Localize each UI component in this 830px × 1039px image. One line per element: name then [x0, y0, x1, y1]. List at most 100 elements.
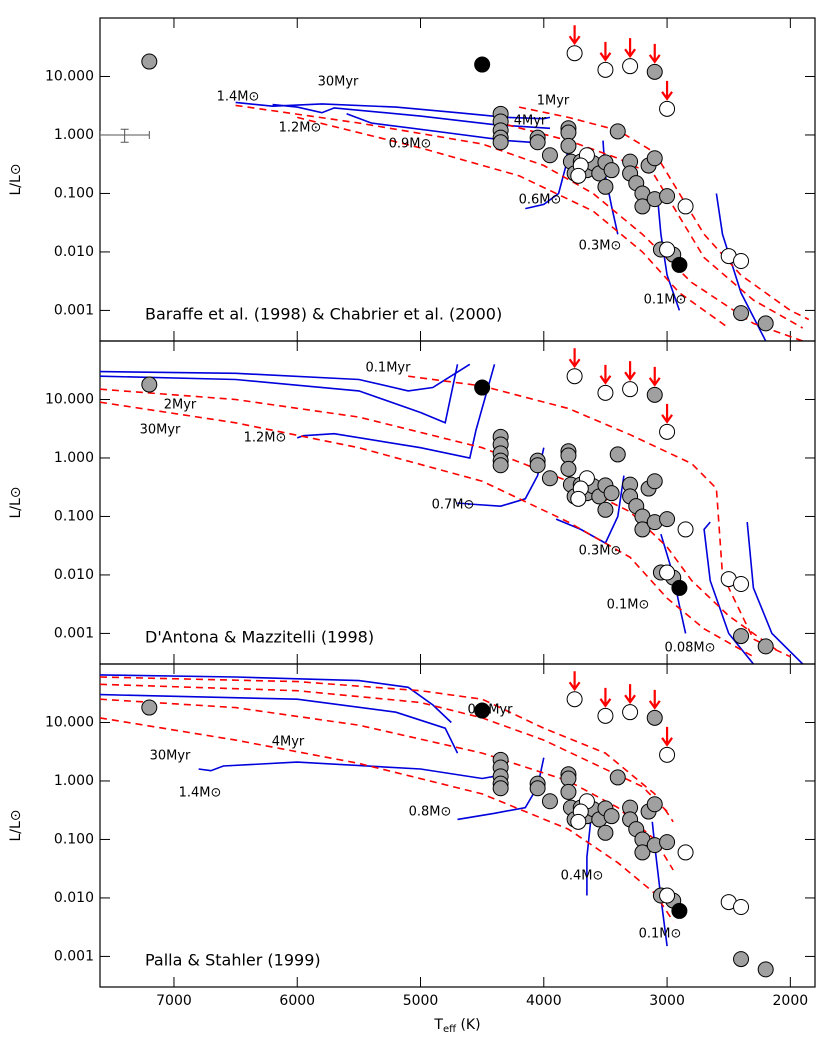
star	[597, 707, 614, 724]
x-label-sub: eff	[443, 1024, 457, 1035]
star	[560, 783, 577, 800]
upper-limit-arrow	[648, 366, 661, 387]
y-axis-label: L/L⊙	[8, 486, 24, 518]
series-label: 30Myr	[318, 75, 359, 90]
star	[634, 844, 651, 861]
series-label: 0.8M⊙	[409, 805, 452, 820]
upper-limit-arrow	[661, 80, 673, 101]
star	[659, 241, 676, 258]
upper-limit-arrow	[624, 38, 636, 59]
series-label: 1Myr	[537, 94, 570, 109]
y-tick-label: 0.100	[54, 185, 94, 201]
plot-frame	[99, 17, 816, 342]
upper-limit-arrow	[568, 348, 581, 369]
series-label: 4Myr	[514, 114, 547, 129]
x-tick-label: 4000	[526, 993, 562, 1009]
star	[560, 770, 577, 787]
isochrone	[235, 104, 803, 341]
star	[659, 746, 676, 763]
series-label: 30Myr	[150, 749, 191, 764]
upper-limit-arrow	[568, 671, 581, 692]
star	[492, 780, 509, 797]
track	[100, 364, 459, 424]
star	[570, 490, 587, 507]
track	[100, 674, 452, 724]
series-label: 1.4M⊙	[217, 90, 260, 105]
star	[659, 887, 676, 904]
y-tick-label: 10.000	[45, 391, 94, 407]
track	[651, 821, 668, 947]
star	[733, 305, 750, 322]
upper-limit-arrow	[599, 41, 612, 62]
x-label-rest: (K)	[456, 1017, 481, 1033]
y-tick-label: 0.001	[54, 625, 94, 641]
star	[634, 521, 651, 538]
star	[733, 898, 750, 915]
upper-limit-arrow	[648, 689, 661, 710]
y-tick-label: 1.000	[54, 450, 94, 466]
star	[634, 198, 651, 215]
x-tick-label: 5000	[403, 993, 439, 1009]
track	[100, 693, 459, 754]
y-tick-label: 0.010	[54, 890, 94, 906]
star	[560, 124, 577, 141]
star	[757, 315, 774, 332]
star	[474, 379, 491, 396]
track	[715, 193, 767, 341]
series-label: 4Myr	[272, 735, 305, 750]
star	[141, 699, 158, 716]
star	[757, 961, 774, 978]
star	[659, 188, 676, 205]
star	[622, 58, 639, 75]
series-label: 2Myr	[164, 398, 197, 413]
x-tick-label: 3000	[649, 993, 685, 1009]
star	[659, 423, 676, 440]
star	[141, 376, 158, 393]
panel-title: Baraffe et al. (1998) & Chabrier et al. …	[145, 305, 502, 324]
star	[541, 470, 558, 487]
plot-area	[100, 25, 810, 341]
star	[603, 808, 620, 825]
isochrone	[408, 375, 791, 658]
star	[529, 457, 546, 474]
star	[560, 137, 577, 154]
series-label: 1.2M⊙	[244, 431, 287, 446]
isochrone	[100, 698, 674, 871]
x-tick-label: 2000	[773, 993, 809, 1009]
star	[646, 63, 663, 80]
star	[659, 511, 676, 528]
star	[646, 150, 663, 167]
upper-limit-arrow	[661, 726, 673, 747]
isochrone	[100, 717, 674, 922]
series-label: 0.4M⊙	[561, 869, 604, 884]
x-axis-label: Teff (K)	[433, 1017, 480, 1035]
star	[566, 691, 583, 708]
x-tick-label: 6000	[279, 993, 315, 1009]
star	[733, 628, 750, 645]
series-label: 30Myr	[140, 423, 181, 438]
y-tick-label: 0.001	[54, 302, 94, 318]
star	[597, 61, 614, 78]
track	[703, 521, 755, 664]
plot-frame	[99, 663, 816, 988]
series-label: 0.1Myr	[366, 361, 412, 376]
star	[603, 485, 620, 502]
star	[677, 844, 694, 861]
star	[609, 769, 626, 786]
star	[597, 178, 614, 195]
star	[560, 460, 577, 477]
series-label: 0.7M⊙	[432, 498, 475, 513]
star	[474, 56, 491, 73]
y-tick-label: 1.000	[54, 773, 94, 789]
star	[677, 198, 694, 215]
isochrone	[100, 683, 668, 813]
track	[746, 522, 804, 664]
star	[597, 384, 614, 401]
upper-limit-arrow	[661, 403, 673, 424]
y-tick-label: 10.000	[45, 714, 94, 730]
star	[529, 134, 546, 151]
star	[659, 834, 676, 851]
star	[646, 473, 663, 490]
series-label: 0.5Myr	[468, 703, 514, 718]
